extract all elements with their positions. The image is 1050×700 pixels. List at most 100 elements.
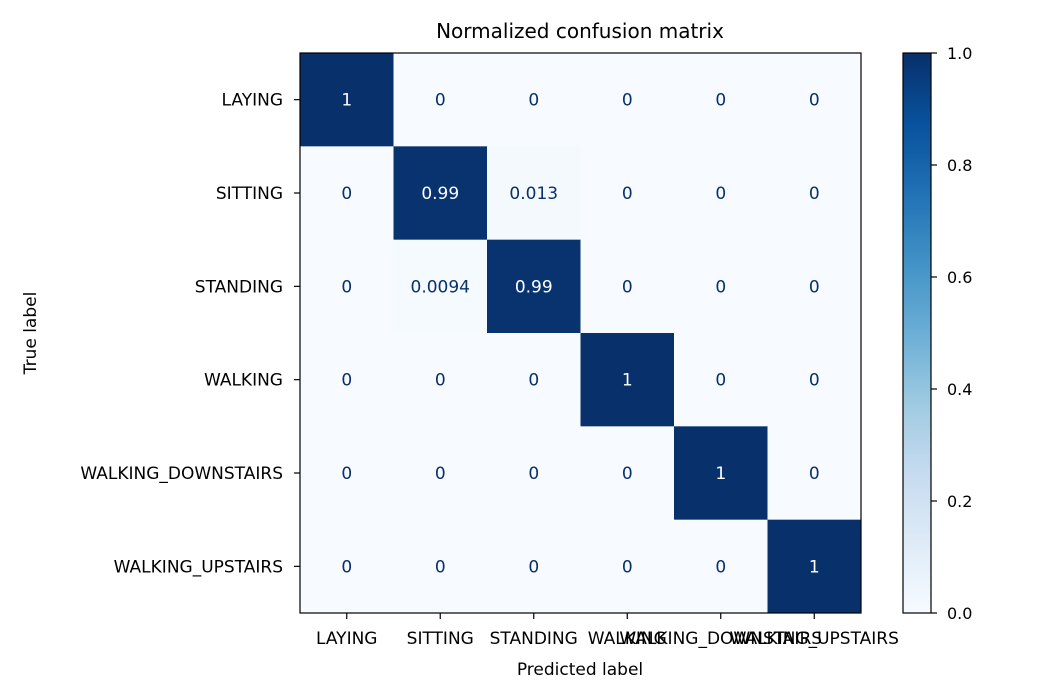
- heatmap-cell: [580, 53, 675, 147]
- colorbar-tick-label: 0.0: [947, 604, 972, 623]
- x-axis-ticks: LAYING SITTING STANDING WALKINGWALKING_DOWN…: [316, 613, 899, 649]
- cell-value-label: 0: [715, 91, 726, 111]
- cell-value-label: 1: [715, 464, 726, 484]
- heatmap-cell: [300, 519, 394, 614]
- heatmap-cell: [674, 239, 768, 334]
- cell-value-label: 0: [715, 371, 726, 391]
- cell-value-label: 0: [341, 184, 352, 204]
- cell-value-label: 1: [622, 371, 633, 391]
- heatmap-cell: [580, 239, 675, 334]
- cell-value-label: 0: [341, 277, 352, 297]
- x-tick-label: WALKING_UPSTAIRS: [730, 629, 899, 649]
- heatmap-cell: [580, 426, 675, 521]
- heatmap-cell: [393, 53, 488, 147]
- heatmap-cell: [767, 239, 862, 334]
- x-tick-label: SITTING: [407, 629, 474, 649]
- colorbar-tick-label: 1.0: [947, 44, 972, 63]
- y-tick-label: STANDING: [195, 277, 283, 297]
- cell-value-label: 0.0094: [411, 277, 470, 297]
- heatmap-cell: [487, 239, 581, 334]
- heatmap-cell: [300, 333, 394, 427]
- cell-value-label: 1: [809, 557, 820, 577]
- y-tick-label: WALKING_UPSTAIRS: [114, 557, 283, 577]
- cell-value-label: 0.99: [515, 277, 553, 297]
- heatmap-cell: [393, 426, 488, 521]
- cell-value-label: 0: [528, 557, 539, 577]
- cell-value-label: 0: [622, 91, 633, 111]
- heatmap-cell: [674, 333, 768, 427]
- heatmap-cell: [393, 519, 488, 614]
- cell-value-label: 0: [528, 464, 539, 484]
- colorbar-tick-label: 0.6: [947, 268, 972, 287]
- heatmap-cell: [767, 53, 862, 147]
- y-axis-label: True label: [21, 292, 41, 376]
- cell-value-label: 0: [809, 184, 820, 204]
- x-tick-label: LAYING: [316, 629, 377, 649]
- y-tick-label: WALKING_DOWNSTAIRS: [80, 464, 283, 484]
- heatmap-cell: [300, 239, 394, 334]
- colorbar-tick-label: 0.2: [947, 492, 972, 511]
- heatmap-cell: [767, 146, 862, 241]
- colorbar-tick-label: 0.8: [947, 156, 972, 175]
- heatmap-cell: [580, 146, 675, 241]
- y-tick-label: LAYING: [222, 91, 283, 111]
- cell-value-label: 0: [809, 464, 820, 484]
- cell-value-label: 0: [435, 557, 446, 577]
- cell-value-label: 0: [341, 464, 352, 484]
- heatmap-cells: [300, 53, 862, 614]
- cell-value-label: 0: [809, 91, 820, 111]
- y-tick-label: WALKING: [204, 371, 283, 391]
- cell-value-label: 0: [435, 371, 446, 391]
- heatmap-cell: [767, 333, 862, 427]
- heatmap-cell: [487, 426, 581, 521]
- cell-value-label: 0: [809, 371, 820, 391]
- heatmap-cell: [767, 519, 862, 614]
- heatmap-cell-labels: 1 0 0 0 0 0 0 0.99 0.013 0 0 0 0 0.0094 0.99 0 0 0 0 0 0 1 0 0 0…: [341, 91, 819, 578]
- y-tick-label: SITTING: [216, 184, 283, 204]
- cell-value-label: 1: [341, 91, 352, 111]
- colorbar-gradient: [903, 53, 931, 613]
- heatmap-cell: [487, 146, 581, 241]
- cell-value-label: 0: [715, 277, 726, 297]
- heatmap-cell: [487, 53, 581, 147]
- heatmap-cell: [580, 519, 675, 614]
- cell-value-label: 0.99: [421, 184, 459, 204]
- heatmap-cell: [580, 333, 675, 427]
- x-tick-label: STANDING: [490, 629, 578, 649]
- colorbar-frame: [902, 52, 932, 614]
- cell-value-label: 0: [809, 277, 820, 297]
- heatmap-cell: [674, 519, 768, 614]
- heatmap-cell: [674, 426, 768, 521]
- cell-value-label: 0: [622, 557, 633, 577]
- cell-value-label: 0: [341, 557, 352, 577]
- colorbar-tick-label: 0.4: [947, 380, 972, 399]
- plot-frame: [299, 52, 862, 614]
- cell-value-label: 0: [622, 277, 633, 297]
- cell-value-label: 0: [341, 371, 352, 391]
- colorbar-ticks: 0.0 0.2 0.4 0.6 0.8 1.0: [931, 44, 972, 623]
- heatmap-cell: [393, 333, 488, 427]
- cell-value-label: 0: [622, 184, 633, 204]
- cell-value-label: 0.013: [509, 184, 558, 204]
- x-axis-label: Predicted label: [517, 660, 643, 680]
- heatmap-cell: [487, 333, 581, 427]
- cell-value-label: 0: [528, 371, 539, 391]
- cell-value-label: 0: [435, 464, 446, 484]
- x-tick-label: WALKING: [588, 629, 667, 649]
- x-tick-label: WALKING_DOWNSTAIRS: [619, 629, 822, 649]
- heatmap-cell: [300, 53, 394, 147]
- heatmap-cell: [767, 426, 862, 521]
- y-axis-ticks: LAYING SITTING STANDING WALKING WALKING_DOWN…: [80, 91, 300, 577]
- chart-title: Normalized confusion matrix: [436, 19, 724, 43]
- heatmap-cell: [487, 519, 581, 614]
- cell-value-label: 0: [622, 464, 633, 484]
- cell-value-label: 0: [715, 557, 726, 577]
- heatmap-cell: [393, 239, 488, 334]
- heatmap-cell: [300, 146, 394, 241]
- cell-value-label: 0: [528, 91, 539, 111]
- heatmap-cell: [674, 146, 768, 241]
- heatmap-cell: [674, 53, 768, 147]
- heatmap-cell: [300, 426, 394, 521]
